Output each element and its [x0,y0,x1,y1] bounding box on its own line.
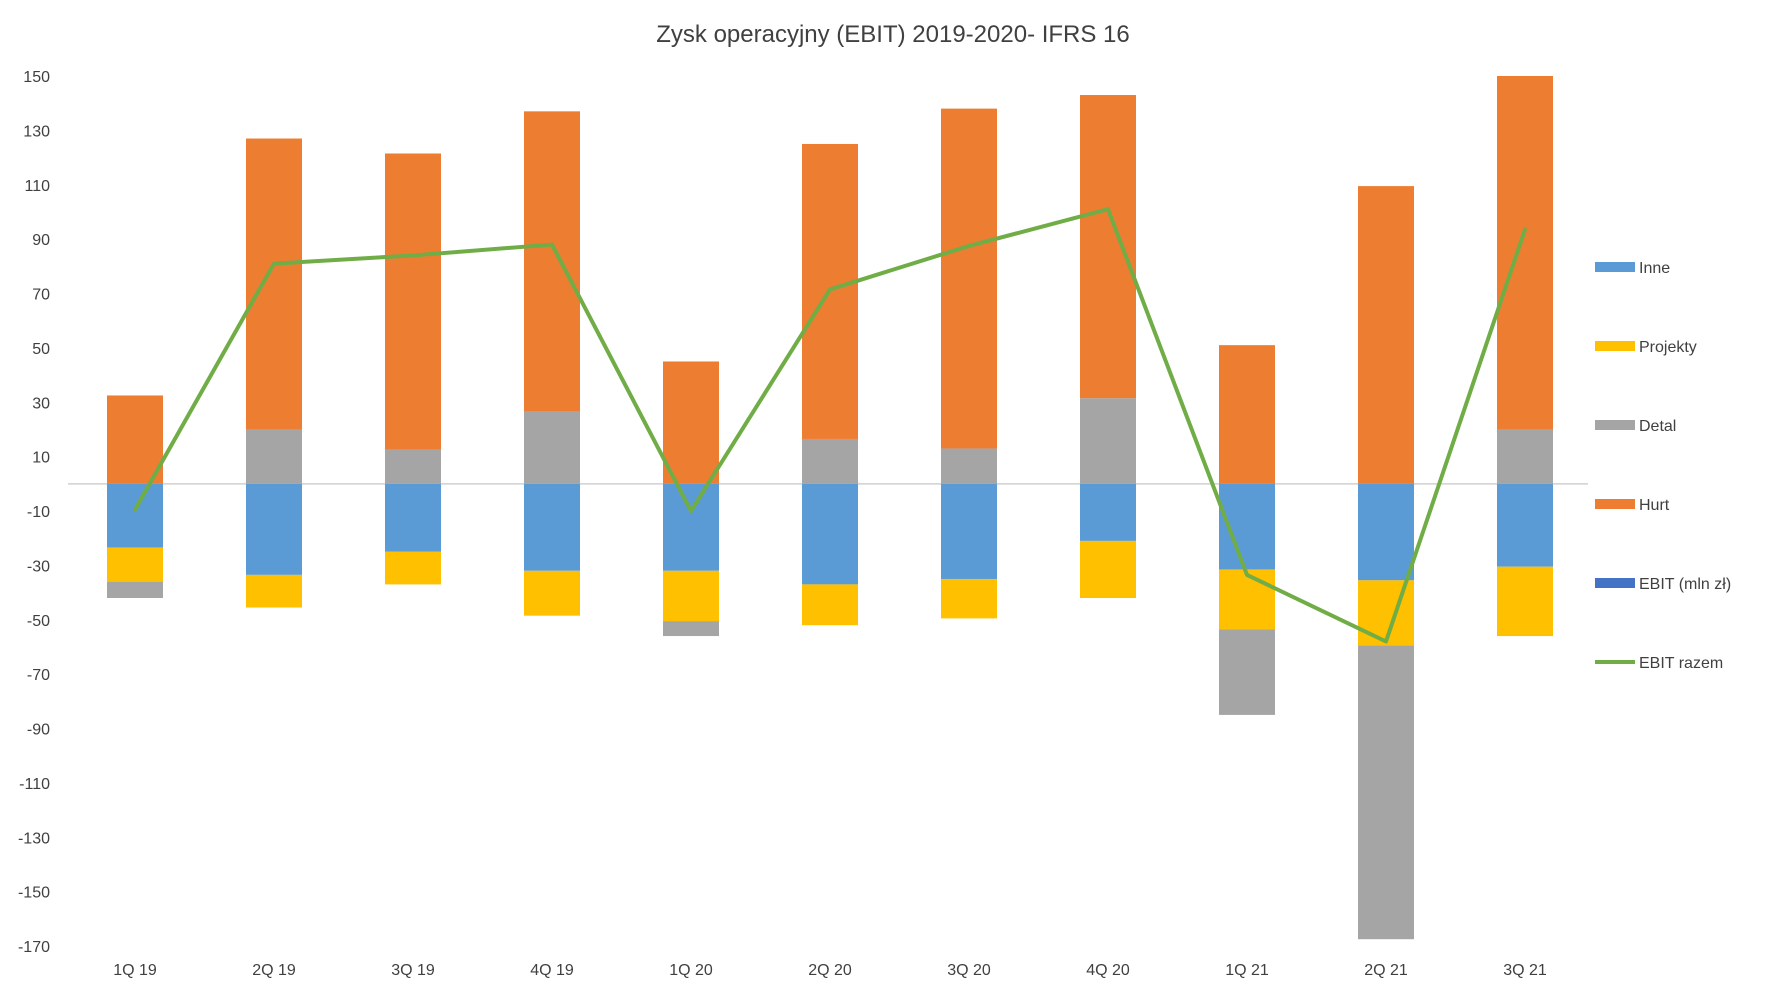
legend-label-hurt: Hurt [1639,497,1670,514]
y-tick-label: 150 [23,69,50,86]
x-axis-tick-labels: 1Q 19 2Q 19 3Q 19 4Q 19 1Q 20 2Q 20 3Q 20 4Q 20… [113,962,1547,979]
bar-projekty [107,547,163,582]
y-axis-tick-labels: 150 130 110 90 70 50 30 10 -10 -30 -50 -70 -90 -110 -1… [18,69,50,956]
bar-hurt [107,395,163,484]
x-tick-label: 3Q 20 [947,962,991,979]
bar-hurt [1080,95,1136,399]
line-ebit-razem [133,207,1527,644]
chart-title: Zysk operacyjny (EBIT) 2019-2020- IFRS 1… [656,21,1130,48]
bar-hurt [1497,76,1553,430]
legend-label-ebit-razem: EBIT razem [1639,655,1723,672]
bar-inne [107,483,163,548]
y-tick-label: -70 [27,667,50,684]
bar-inne [1080,483,1136,541]
x-tick-label: 3Q 19 [391,962,435,979]
legend-swatch-detal [1595,420,1635,430]
legend-swatch-hurt [1595,499,1635,509]
ebit-line [133,207,1527,644]
y-tick-label: 10 [32,450,50,467]
legend-label-detal: Detal [1639,418,1676,435]
bar-inne [1358,483,1414,581]
y-tick-label: 30 [32,395,50,412]
x-tick-label: 3Q 21 [1503,962,1547,979]
bar-projekty [663,570,719,622]
x-tick-label: 2Q 19 [252,962,296,979]
bar-inne [941,483,997,579]
bar-detal [385,449,441,484]
legend-swatch-projekty [1595,341,1635,351]
bar-hurt [246,138,302,430]
y-tick-label: 50 [32,341,50,358]
y-tick-label: -50 [27,613,50,630]
x-tick-label: 1Q 20 [669,962,713,979]
bar-detal [1497,429,1553,484]
y-tick-label: -130 [18,830,50,847]
x-tick-label: 2Q 20 [808,962,852,979]
x-tick-label: 1Q 19 [113,962,157,979]
y-tick-label: -150 [18,885,50,902]
y-tick-label: -10 [27,504,50,521]
bar-projekty [941,578,997,619]
legend-swatch-inne [1595,262,1635,272]
bar-projekty [524,570,580,616]
bar-projekty [802,584,858,626]
bar-detal [802,438,858,484]
x-tick-label: 2Q 21 [1364,962,1408,979]
legend: Inne Projekty Detal Hurt EBIT (mln zł) EBIT r… [1595,260,1731,672]
x-tick-label: 4Q 19 [530,962,574,979]
y-tick-label: -90 [27,722,50,739]
legend-label-inne: Inne [1639,260,1670,277]
bar-detal [246,429,302,484]
bar-inne [802,483,858,585]
bar-hurt [385,153,441,450]
bars [107,76,1553,940]
bar-projekty [1219,569,1275,630]
y-tick-label: 110 [24,178,50,195]
y-tick-label: 130 [23,123,50,140]
bar-inne [385,483,441,552]
y-tick-label: -170 [18,939,50,956]
bar-detal [941,448,997,484]
bar-hurt [524,111,580,412]
bar-detal [1358,645,1414,940]
bar-detal [1219,629,1275,715]
bar-inne [246,483,302,575]
bar-hurt [1219,345,1275,484]
bar-detal [107,581,163,598]
bar-projekty [246,574,302,608]
y-tick-label: 90 [32,232,50,249]
y-tick-label: 70 [32,287,50,304]
x-tick-label: 1Q 21 [1225,962,1269,979]
bar-inne [663,483,719,571]
bar-inne [1497,483,1553,567]
bar-projekty [1497,566,1553,637]
bar-projekty [385,551,441,585]
bar-detal [663,621,719,637]
y-tick-label: -30 [27,558,50,575]
x-tick-label: 4Q 20 [1086,962,1130,979]
legend-label-projekty: Projekty [1639,339,1697,356]
bar-hurt [1358,186,1414,484]
legend-label-ebit-mln-z: EBIT (mln zł) [1639,576,1731,593]
bar-detal [1080,398,1136,484]
bar-hurt [941,108,997,449]
bar-detal [524,411,580,484]
bar-hurt [663,361,719,484]
y-tick-label: -110 [19,776,50,793]
bar-inne [524,483,580,571]
legend-swatch-ebit-mln-z [1595,578,1635,588]
bar-projekty [1080,540,1136,598]
